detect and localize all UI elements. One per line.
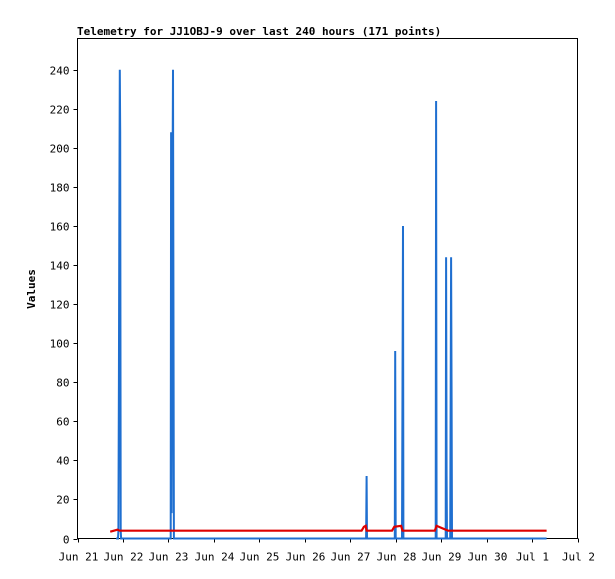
x-tick-label: Jun 26: [286, 551, 326, 564]
y-tick-label: 120: [50, 299, 70, 312]
y-axis-label: Values: [25, 269, 38, 309]
x-tick-label: Jun 24: [195, 551, 235, 564]
x-tick-label: Jun 21: [59, 551, 99, 564]
y-tick-label: 40: [56, 455, 69, 468]
y-tick-label: 20: [56, 494, 69, 507]
y-tick-label: 240: [50, 65, 70, 78]
x-axis-ticks: Jun 21 Jun 22 Jun 23 Jun 24 Jun 25 Jun 26 Jun …: [59, 538, 595, 564]
y-tick-label: 160: [50, 221, 70, 234]
y-tick-label: 60: [56, 416, 69, 429]
x-tick-label: Jul 2: [562, 551, 595, 564]
x-tick-label: Jun 29: [422, 551, 462, 564]
x-tick-label: Jun 28: [377, 551, 417, 564]
y-tick-label: 140: [50, 260, 70, 273]
series-red-line: [109, 524, 547, 533]
x-tick-label: Jun 25: [240, 551, 280, 564]
chart-title: Telemetry for JJ1OBJ-9 over last 240 hou…: [77, 25, 441, 38]
y-tick-label: 100: [50, 338, 70, 351]
series-layer: [109, 69, 547, 540]
x-tick-label: Jul 1: [516, 551, 549, 564]
series-blue-line: [116, 69, 547, 540]
y-tick-label: 0: [63, 534, 70, 547]
x-tick-label: Jun 30: [468, 551, 508, 564]
x-tick-label: Jun 23: [149, 551, 189, 564]
x-tick-label: Jun 22: [104, 551, 144, 564]
plot-area: [77, 38, 578, 539]
y-tick-label: 220: [50, 104, 70, 117]
y-tick-label: 80: [56, 377, 69, 390]
y-tick-label: 180: [50, 182, 70, 195]
y-axis-ticks: 0 20 40 60 80 100 120 140 160 180 200 220 240: [50, 65, 78, 547]
x-tick-label: Jun 27: [331, 551, 371, 564]
y-tick-label: 200: [50, 143, 70, 156]
